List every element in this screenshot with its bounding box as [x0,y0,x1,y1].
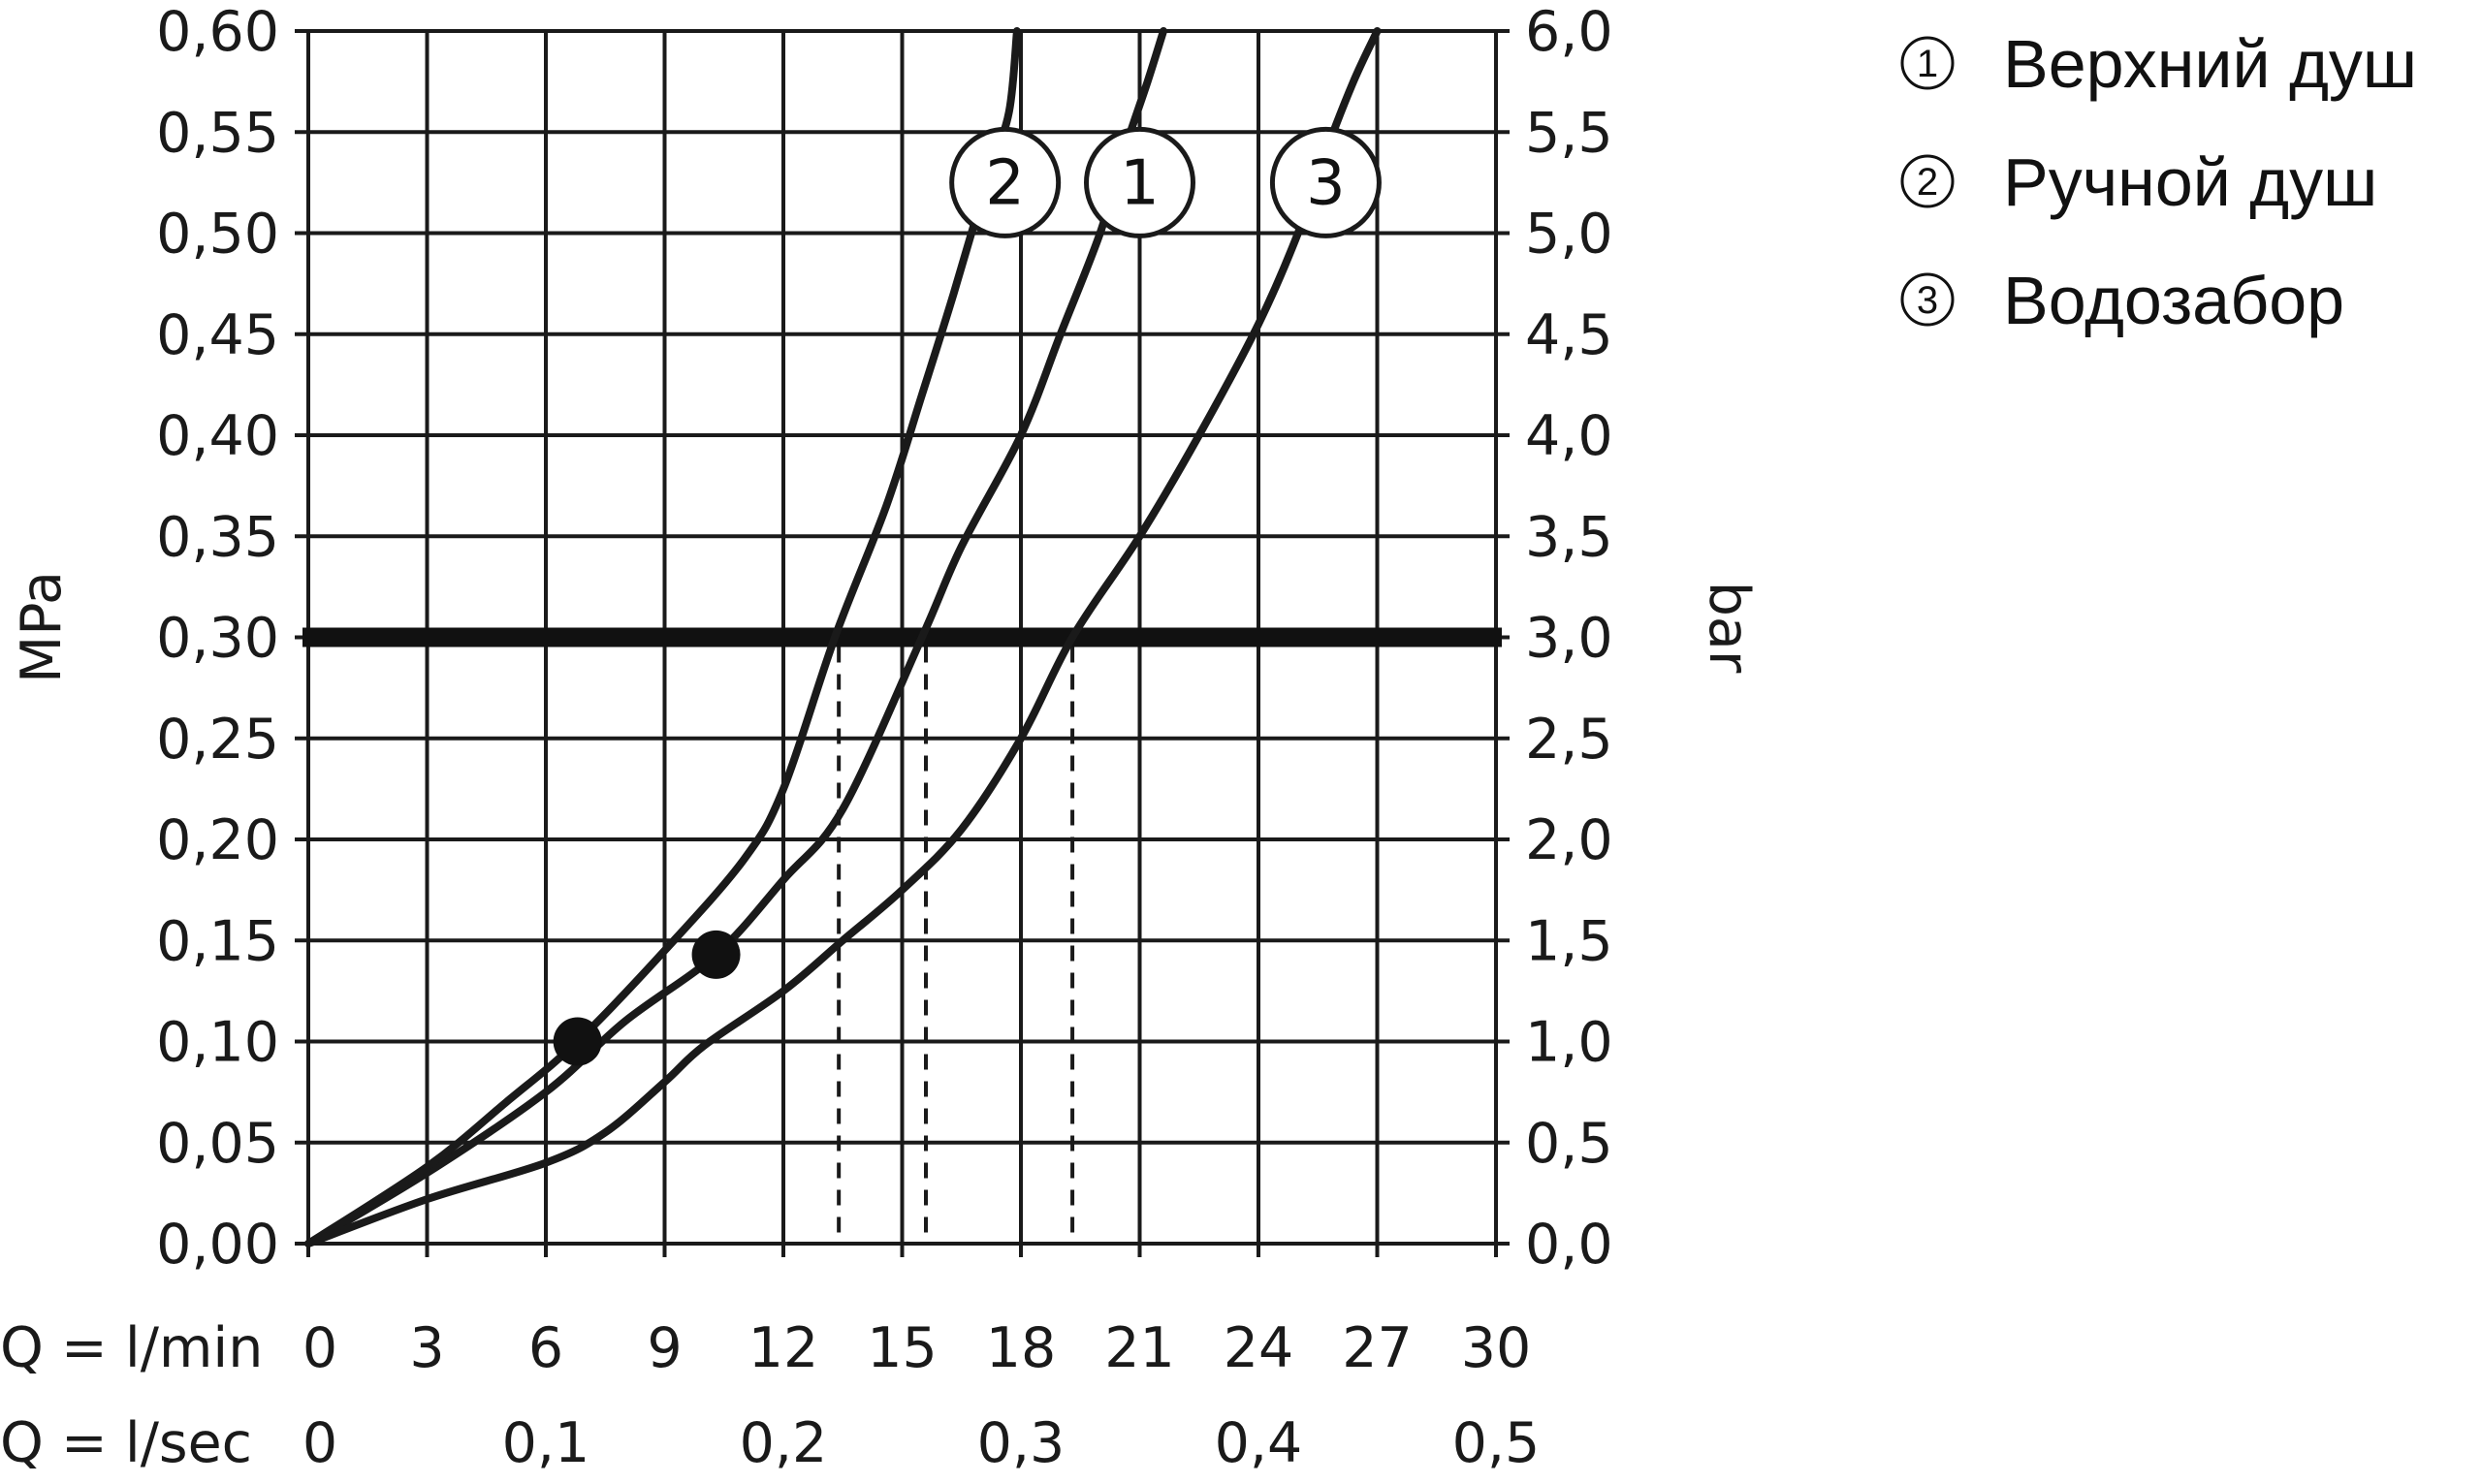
legend-item: 1 Верхний душ [1900,26,2417,102]
x-tick-label-lmin: 21 [1104,1316,1175,1380]
x-tick-label-lmin: 9 [647,1316,682,1380]
legend-item: 3 Водозабор [1900,263,2344,338]
y-tick-label-bar: 3,5 [1525,505,1613,569]
series-badge-circle [949,126,1062,238]
x-tick-label-lmin: 15 [867,1316,938,1380]
x-tick-label-lmin: 12 [748,1316,819,1380]
x-tick-label-lsec: 0,2 [740,1411,828,1475]
legend-number: 2 [1917,161,1938,204]
series-line-3 [304,27,1382,1247]
dashed-drop-lines [837,647,1075,1244]
series-badges: 2 1 3 [949,126,1382,238]
y-axis-title-right: bar [1697,582,1761,674]
x-tick-label-lmin: 30 [1461,1316,1532,1380]
x-tick-label-lmin: 27 [1342,1316,1413,1380]
y-axis-title-left: MPa [10,571,74,683]
y-tick-label-bar: 6,0 [1525,0,1613,64]
y-tick-label-mpa: 0,10 [156,1011,279,1075]
x-tick-label-lmin: 0 [302,1316,337,1380]
legend-item: 2 Ручной душ [1900,144,2377,220]
legend-label: Верхний душ [2003,26,2417,102]
series-badge-1: 1 [1084,126,1195,238]
tick-labels: 0,000,050,100,150,200,250,300,350,400,45… [156,0,1613,1475]
marker-series-2 [553,1017,602,1066]
y-tick-label-mpa: 0,50 [156,203,279,267]
x-tick-label-lsec: 0,3 [977,1411,1066,1475]
y-tick-label-bar: 5,0 [1525,203,1613,267]
y-tick-label-bar: 2,5 [1525,708,1613,772]
y-tick-label-bar: 0,5 [1525,1112,1613,1176]
series-badge-circle [1269,126,1382,238]
series-badge-label: 2 [985,147,1025,219]
series-badge-3: 3 [1269,126,1382,238]
x-tick-label-lsec: 0 [302,1411,337,1475]
y-tick-label-mpa: 0,45 [156,303,279,367]
y-tick-label-mpa: 0,15 [156,909,279,973]
x-tick-label-lsec: 0,5 [1452,1411,1541,1475]
y-tick-label-mpa: 0,35 [156,505,279,569]
x-tick-label-lmin: 18 [986,1316,1057,1380]
x-tick-label-lmin: 3 [409,1316,444,1380]
series-badge-2: 2 [949,126,1062,238]
y-tick-label-bar: 2,0 [1525,808,1613,872]
legend-label: Ручной душ [2003,144,2377,220]
series-badge-circle [1084,126,1195,238]
y-tick-label-bar: 1,5 [1525,909,1613,973]
series-badge-label: 3 [1306,147,1346,219]
y-tick-label-mpa: 0,00 [156,1213,279,1277]
x-axis-title-lsec: Q = l/sec [0,1411,252,1475]
y-tick-label-mpa: 0,25 [156,708,279,772]
marker-layer [553,930,741,1066]
marker-series-1 [691,930,741,979]
x-tick-label-lmin: 6 [528,1316,563,1380]
legend-number: 1 [1917,43,1938,85]
legend: 1 Верхний душ 2 Ручной душ 3 Водозабор [1900,26,2417,338]
legend-number: 3 [1917,279,1938,322]
y-tick-label-mpa: 0,40 [156,404,279,468]
x-tick-label-lsec: 0,4 [1215,1411,1303,1475]
y-tick-label-mpa: 0,60 [156,0,279,64]
y-tick-label-bar: 4,5 [1525,303,1613,367]
legend-number-circle [1900,272,1955,327]
y-tick-label-mpa: 0,20 [156,808,279,872]
x-axis-title-lmin: Q = l/min [0,1316,263,1380]
y-tick-label-bar: 3,0 [1525,607,1613,671]
legend-label: Водозабор [2003,263,2344,338]
y-tick-label-bar: 4,0 [1525,404,1613,468]
series-badge-label: 1 [1120,147,1160,219]
y-tick-label-bar: 0,0 [1525,1213,1613,1277]
legend-number-circle [1900,36,1955,90]
legend-number-circle [1900,154,1955,208]
x-tick-label-lsec: 0,1 [502,1411,590,1475]
y-tick-label-mpa: 0,30 [156,607,279,671]
y-tick-label-mpa: 0,55 [156,101,279,165]
y-tick-label-bar: 1,0 [1525,1011,1613,1075]
x-tick-label-lmin: 24 [1224,1316,1294,1380]
y-tick-label-bar: 5,5 [1525,101,1613,165]
y-tick-label-mpa: 0,05 [156,1112,279,1176]
